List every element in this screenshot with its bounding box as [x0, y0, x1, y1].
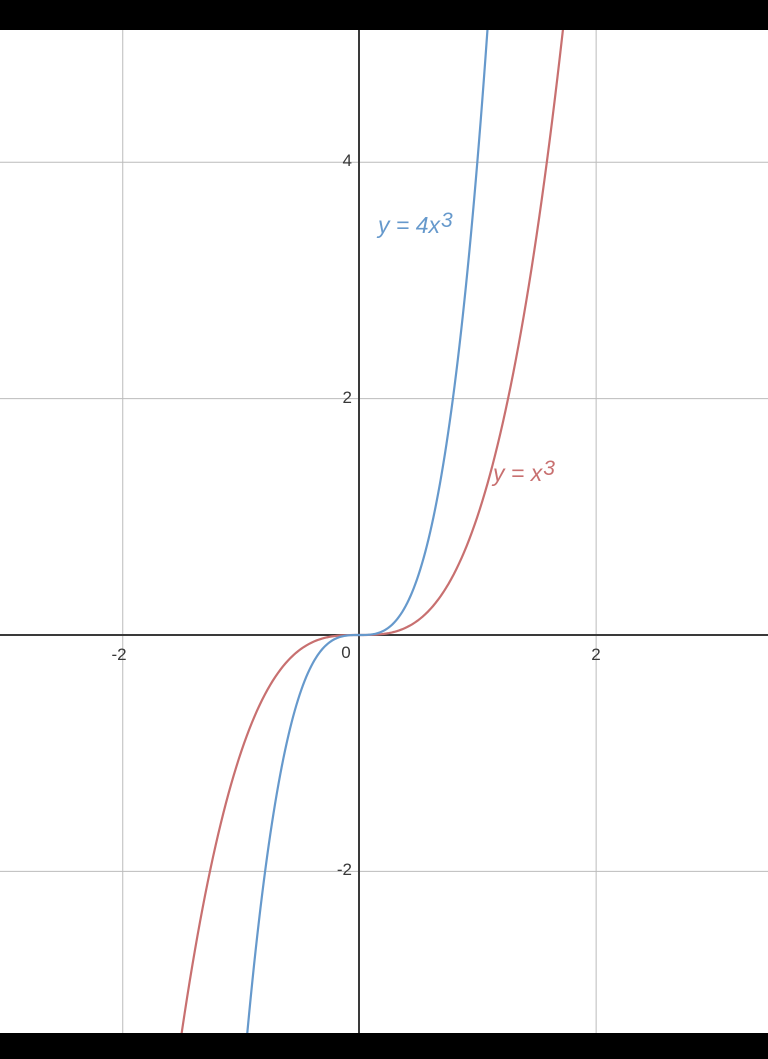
svg-text:-2: -2 [337, 860, 352, 879]
svg-text:0: 0 [341, 643, 350, 662]
svg-text:y = x3: y = x3 [491, 457, 555, 486]
svg-text:-2: -2 [111, 645, 126, 664]
svg-text:y = 4x3: y = 4x3 [376, 209, 453, 238]
svg-text:4: 4 [343, 151, 352, 170]
svg-text:2: 2 [343, 388, 352, 407]
svg-text:2: 2 [591, 645, 600, 664]
